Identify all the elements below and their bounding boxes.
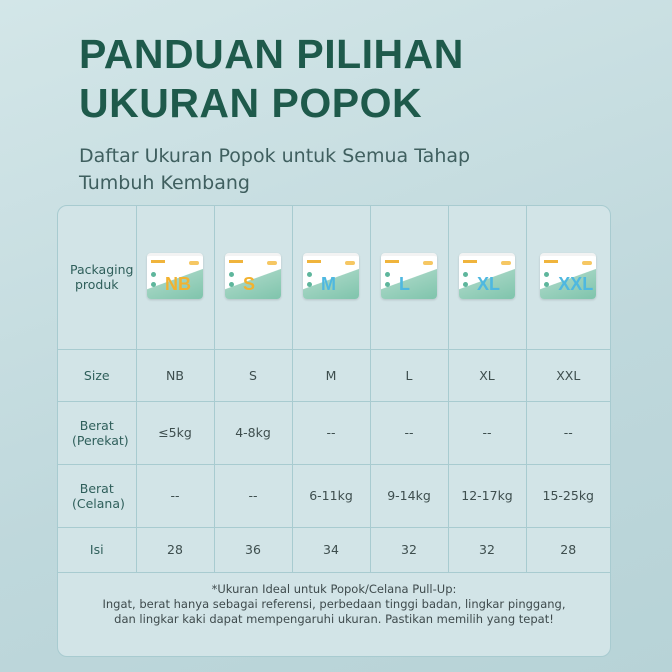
isi-cell: 34: [292, 527, 371, 573]
page-subtitle: Daftar Ukuran Popok untuk Semua Tahap Tu…: [79, 143, 470, 197]
row-label: Size: [58, 349, 137, 402]
diaper-package-image: NB: [147, 252, 203, 299]
celana-cell: 9-14kg: [370, 464, 449, 528]
package-size-letter: L: [399, 273, 410, 294]
diaper-package-image: XL: [459, 252, 515, 299]
package-size-letter: S: [243, 273, 256, 294]
size-table-card: Packaging produk NB S M L XL XXL Size NB S M L XL X…: [57, 205, 611, 657]
perekat-cell: 4-8kg: [214, 401, 293, 465]
celana-cell: 15-25kg: [526, 464, 610, 528]
perekat-cell: ≤5kg: [136, 401, 215, 465]
footnote: *Ukuran Ideal untuk Popok/Celana Pull-Up…: [58, 582, 610, 627]
size-cell: XXL: [526, 349, 610, 402]
isi-cell: 32: [370, 527, 449, 573]
isi-row: Isi 28 36 34 32 32 28: [58, 527, 610, 573]
row-label: Berat (Celana): [58, 464, 137, 528]
package-size-letter: XL: [477, 273, 501, 294]
diaper-package-image: XXL: [540, 252, 597, 299]
page-title: PANDUAN PILIHAN UKURAN POPOK: [79, 30, 464, 128]
size-cell: M: [292, 349, 371, 402]
size-cell: XL: [448, 349, 527, 402]
celana-cell: --: [214, 464, 293, 528]
subtitle-line: Daftar Ukuran Popok untuk Semua Tahap: [79, 145, 471, 167]
isi-cell: 28: [526, 527, 610, 573]
diaper-package-image: S: [225, 252, 281, 299]
size-row: Size NB S M L XL XXL: [58, 349, 610, 402]
packaging-cell: S: [214, 206, 293, 350]
size-cell: NB: [136, 349, 215, 402]
title-line: PANDUAN PILIHAN: [79, 31, 464, 77]
diaper-package-image: L: [381, 252, 437, 299]
subtitle-line: Tumbuh Kembang: [79, 172, 250, 194]
packaging-row: Packaging produk NB S M L XL XXL: [58, 206, 610, 350]
title-line: UKURAN POPOK: [79, 80, 423, 126]
diaper-package-image: M: [303, 252, 359, 299]
perekat-cell: --: [526, 401, 610, 465]
packaging-cell: L: [370, 206, 449, 350]
packaging-cell: M: [292, 206, 371, 350]
packaging-cell: NB: [136, 206, 215, 350]
isi-cell: 32: [448, 527, 527, 573]
row-label: Isi: [58, 527, 137, 573]
celana-cell: 6-11kg: [292, 464, 371, 528]
perekat-cell: --: [448, 401, 527, 465]
celana-cell: 12-17kg: [448, 464, 527, 528]
size-table: Packaging produk NB S M L XL XXL Size NB S M L XL X…: [58, 206, 610, 573]
size-cell: S: [214, 349, 293, 402]
footnote-line: Ingat, berat hanya sebagai referensi, pe…: [102, 597, 566, 611]
perekat-cell: --: [292, 401, 371, 465]
packaging-cell: XL: [448, 206, 527, 350]
celana-cell: --: [136, 464, 215, 528]
package-size-letter: M: [321, 273, 336, 294]
footnote-line: *Ukuran Ideal untuk Popok/Celana Pull-Up…: [211, 582, 457, 596]
package-size-letter: NB: [165, 273, 191, 294]
isi-cell: 36: [214, 527, 293, 573]
footnote-line: dan lingkar kaki dapat mempengaruhi ukur…: [114, 612, 554, 626]
row-label: Packaging produk: [58, 206, 137, 350]
berat-celana-row: Berat (Celana) -- -- 6-11kg 9-14kg 12-17kg 15-…: [58, 464, 610, 528]
berat-perekat-row: Berat (Perekat) ≤5kg 4-8kg -- -- -- --: [58, 401, 610, 465]
isi-cell: 28: [136, 527, 215, 573]
row-label: Berat (Perekat): [58, 401, 137, 465]
packaging-cell: XXL: [526, 206, 610, 350]
package-size-letter: XXL: [558, 273, 594, 294]
size-cell: L: [370, 349, 449, 402]
perekat-cell: --: [370, 401, 449, 465]
